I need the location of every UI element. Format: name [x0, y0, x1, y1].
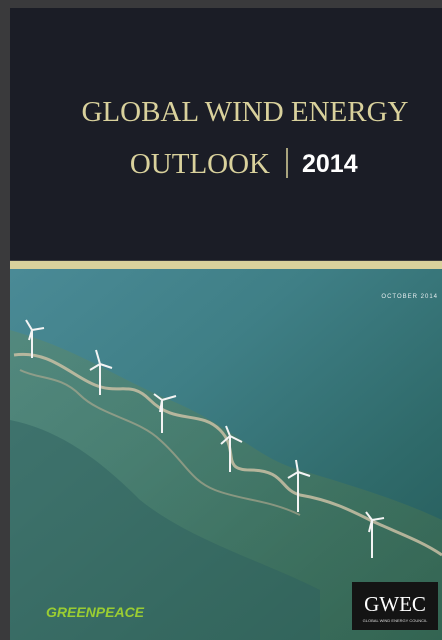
- gwec-name: GLOBAL WIND ENERGY COUNCIL: [363, 618, 428, 623]
- date: OCTOBER 2014: [381, 294, 438, 300]
- title-line-2: OUTLOOK: [130, 148, 270, 180]
- gwec-logo: GWEC: [364, 592, 426, 616]
- page: {"cover": {"title_line1": "GLOBAL WIND E…: [0, 0, 442, 640]
- cover: GLOBAL WIND ENERGY OUTLOOK 2014 OCTOBER …: [0, 0, 442, 640]
- year: 2014: [302, 150, 358, 178]
- greenpeace-logo: GREENPEACE: [46, 604, 145, 620]
- title-line-1: GLOBAL WIND ENERGY: [81, 96, 408, 128]
- title-panel: [10, 8, 442, 260]
- gold-stripe: [10, 261, 442, 269]
